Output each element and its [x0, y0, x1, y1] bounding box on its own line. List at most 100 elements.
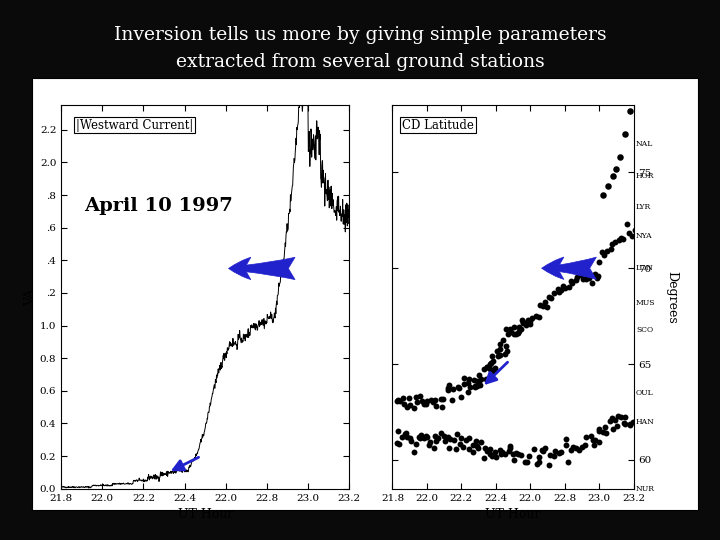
Point [624, 228, 635, 237]
Point [392, 397, 403, 406]
Text: HAN: HAN [636, 417, 655, 426]
Point [438, 431, 450, 440]
Point [438, 395, 449, 404]
Point [485, 450, 496, 458]
Point [624, 420, 635, 429]
Point [488, 367, 500, 375]
Point [607, 425, 618, 434]
Point [391, 438, 402, 447]
Point [450, 444, 462, 453]
Point [606, 240, 618, 249]
Point [487, 357, 499, 366]
Point [482, 447, 493, 456]
Point [452, 383, 464, 391]
Point [442, 433, 454, 441]
Point [480, 374, 492, 383]
Point [414, 392, 426, 401]
Point [593, 272, 604, 280]
Point [404, 434, 415, 443]
Point [418, 400, 430, 408]
Point [562, 458, 574, 467]
Point [538, 447, 549, 455]
Point [513, 323, 525, 332]
Point [505, 328, 516, 337]
Point [428, 444, 440, 453]
Point [570, 444, 582, 453]
Point [503, 447, 514, 455]
Point [563, 282, 575, 291]
Point [593, 426, 605, 435]
Point [490, 453, 502, 462]
Point [501, 346, 513, 355]
Point [515, 325, 526, 333]
Point [449, 436, 460, 444]
Point [523, 316, 534, 325]
Text: SCO: SCO [636, 326, 653, 334]
Point [455, 440, 467, 448]
Point [508, 456, 519, 464]
Point [580, 433, 592, 442]
Text: MUS: MUS [636, 299, 655, 307]
Point [430, 401, 441, 410]
Point [455, 433, 467, 442]
Point [565, 446, 577, 454]
Point [604, 417, 616, 426]
Point [481, 362, 492, 371]
Point [410, 393, 422, 401]
Point [392, 396, 403, 404]
Point [403, 394, 415, 402]
Point [598, 428, 609, 436]
Point [621, 220, 633, 228]
Point [541, 303, 553, 312]
Point [624, 107, 636, 116]
Point [631, 222, 643, 231]
Point [395, 397, 406, 406]
Point [421, 433, 433, 441]
Point [577, 443, 588, 451]
Point [467, 441, 479, 450]
Point [607, 172, 618, 180]
Point [545, 294, 557, 302]
Point [537, 302, 549, 310]
Point [429, 432, 441, 441]
Point [565, 277, 577, 286]
Point [552, 285, 564, 293]
Point [589, 436, 600, 444]
Point [510, 329, 521, 338]
Point [443, 443, 454, 452]
Point [631, 416, 643, 425]
Point [444, 381, 455, 389]
Point [420, 400, 432, 409]
Point [455, 393, 467, 401]
Point [489, 363, 500, 372]
Text: CD Latitude: CD Latitude [402, 119, 474, 132]
Y-axis label: VA: VA [24, 288, 37, 306]
Point [436, 402, 448, 411]
Text: April 10 1997: April 10 1997 [84, 197, 233, 215]
Point [570, 276, 582, 285]
Point [505, 443, 516, 452]
Point [480, 443, 491, 452]
Point [596, 248, 608, 256]
Point [424, 438, 436, 447]
Point [398, 399, 410, 408]
Point [517, 319, 528, 328]
Point [613, 235, 624, 244]
Point [528, 445, 540, 454]
Point [471, 381, 482, 390]
Point [472, 442, 483, 451]
Point [414, 434, 426, 442]
Point [427, 398, 438, 407]
Y-axis label: Degrees: Degrees [665, 271, 679, 323]
Point [440, 437, 451, 445]
Point [400, 428, 412, 437]
Point [629, 226, 641, 234]
Point [447, 385, 459, 394]
Point [484, 360, 495, 368]
Point [510, 449, 522, 458]
Point [495, 340, 506, 348]
Point [497, 448, 508, 456]
Point [526, 314, 538, 322]
Point [505, 325, 516, 333]
Point [421, 397, 433, 406]
